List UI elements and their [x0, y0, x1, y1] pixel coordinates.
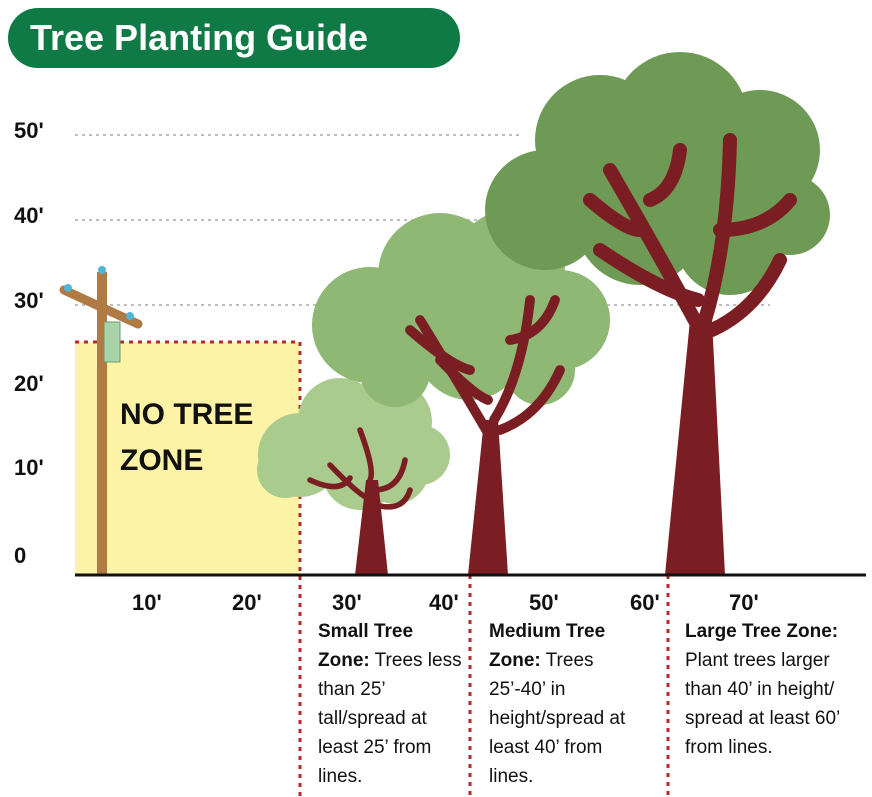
height-label: 10'	[14, 455, 44, 480]
utility-pole	[59, 266, 143, 575]
distance-label: 20'	[232, 590, 262, 615]
tree-branch	[593, 243, 705, 307]
tree-crown	[360, 337, 430, 407]
insulator	[98, 266, 106, 274]
tree-branch	[371, 457, 408, 493]
height-label: 40'	[14, 203, 44, 228]
distance-label: 60'	[630, 590, 660, 615]
tree-branch	[705, 253, 787, 337]
tree-branch	[713, 193, 797, 237]
distance-label: 50'	[529, 590, 559, 615]
title: Tree Planting Guide	[8, 8, 460, 68]
tree-crown	[257, 442, 313, 498]
zone-name: Medium Tree Zone:	[489, 621, 606, 671]
tree-branch	[583, 193, 647, 237]
distance-label: 30'	[332, 590, 362, 615]
tree-branch	[505, 295, 560, 345]
height-label: 20'	[14, 371, 44, 396]
zone-description: Large Tree Zone: Plant trees larger than…	[685, 617, 865, 762]
zone-name: Large Tree Zone:	[685, 621, 839, 642]
tree-crown	[440, 250, 560, 370]
zone-borders	[75, 340, 670, 797]
tree-branch	[415, 315, 497, 445]
distance-label: 10'	[132, 590, 162, 615]
crossbar	[59, 285, 143, 329]
tree-branch	[698, 133, 737, 327]
zone-text: Plant trees larger than 40’ in height/ s…	[685, 650, 840, 758]
pole	[97, 272, 107, 575]
height-label: 50'	[14, 118, 44, 143]
tree-branch	[373, 487, 413, 510]
zone-text: Trees 25’-40’ in height/spread at least …	[489, 650, 626, 787]
tree-branch	[327, 462, 375, 503]
tree-branch	[643, 143, 687, 207]
tree-trunk	[665, 320, 725, 575]
tree-branch	[603, 163, 707, 337]
insulator	[126, 312, 134, 320]
zone-description: Small Tree Zone: Trees less than 25’ tal…	[318, 617, 468, 791]
zone-description: Medium Tree Zone: Trees 25’-40’ in heigh…	[489, 617, 639, 791]
insulator	[64, 284, 72, 292]
tree-branch	[307, 475, 353, 490]
tree-branch	[405, 325, 475, 375]
zone-text: Trees less than 25’ tall/spread at least…	[318, 650, 462, 787]
trees	[257, 52, 830, 575]
tree-branch	[435, 355, 493, 405]
zone-border	[75, 340, 302, 797]
tree-branch	[489, 295, 535, 425]
tree-branch	[495, 365, 565, 435]
transformer	[103, 321, 121, 363]
no-tree-zone-label: NO TREE ZONE	[120, 398, 254, 477]
zone-name: Small Tree Zone:	[318, 621, 414, 671]
height-label: 0	[14, 543, 27, 568]
tree-trunk	[468, 420, 508, 575]
tree-branch	[357, 427, 375, 483]
distance-label: 70'	[729, 590, 759, 615]
height-label: 30'	[14, 288, 44, 313]
distance-label: 40'	[429, 590, 459, 615]
